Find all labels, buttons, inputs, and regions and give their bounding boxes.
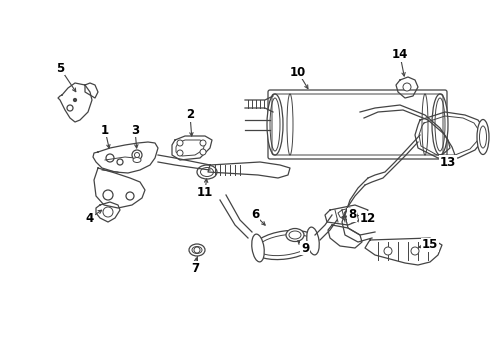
Polygon shape [172,136,212,160]
Ellipse shape [270,98,280,151]
Text: 4: 4 [86,211,94,225]
Polygon shape [208,162,290,178]
Text: 11: 11 [197,185,213,198]
Ellipse shape [258,234,312,256]
Circle shape [134,153,140,158]
Text: 8: 8 [348,208,356,221]
Circle shape [177,150,183,156]
Polygon shape [365,238,442,265]
Ellipse shape [286,229,304,242]
Ellipse shape [189,244,205,256]
Ellipse shape [435,98,445,151]
Circle shape [103,190,113,200]
Circle shape [194,247,200,253]
Polygon shape [415,112,485,158]
Text: 5: 5 [56,62,64,75]
Circle shape [74,99,76,102]
Circle shape [117,159,123,165]
Ellipse shape [422,94,428,155]
Ellipse shape [267,94,283,155]
Text: 7: 7 [191,261,199,274]
Circle shape [200,140,206,146]
Circle shape [411,247,419,255]
Text: 6: 6 [251,208,259,221]
Circle shape [177,140,183,146]
Circle shape [67,105,73,111]
Ellipse shape [192,247,202,253]
Ellipse shape [289,231,301,239]
Circle shape [103,207,113,217]
Polygon shape [176,140,205,156]
Ellipse shape [253,230,317,260]
Ellipse shape [252,234,264,262]
Text: 12: 12 [360,211,376,225]
Circle shape [126,192,134,200]
Ellipse shape [200,167,214,176]
Ellipse shape [480,126,487,148]
Circle shape [132,150,142,160]
Text: 14: 14 [392,49,408,62]
Polygon shape [58,83,92,122]
Text: 9: 9 [301,242,309,255]
Polygon shape [96,202,120,222]
Text: 1: 1 [101,123,109,136]
Ellipse shape [133,158,141,162]
Polygon shape [325,205,368,225]
Ellipse shape [477,120,489,154]
Text: 13: 13 [440,156,456,168]
Polygon shape [419,116,480,155]
Circle shape [344,211,350,217]
Circle shape [403,83,411,91]
Ellipse shape [432,94,448,155]
Text: 3: 3 [131,123,139,136]
Ellipse shape [287,94,293,155]
Ellipse shape [197,165,217,179]
Circle shape [384,247,392,255]
Text: 10: 10 [290,66,306,78]
Polygon shape [328,225,362,248]
Circle shape [200,149,206,155]
Text: 2: 2 [186,108,194,122]
Polygon shape [94,168,145,208]
Text: 15: 15 [422,238,438,252]
Ellipse shape [307,227,319,255]
Polygon shape [85,83,98,98]
Polygon shape [338,208,355,220]
Polygon shape [396,77,418,98]
FancyBboxPatch shape [268,90,447,159]
Circle shape [106,154,114,162]
Polygon shape [93,142,158,173]
